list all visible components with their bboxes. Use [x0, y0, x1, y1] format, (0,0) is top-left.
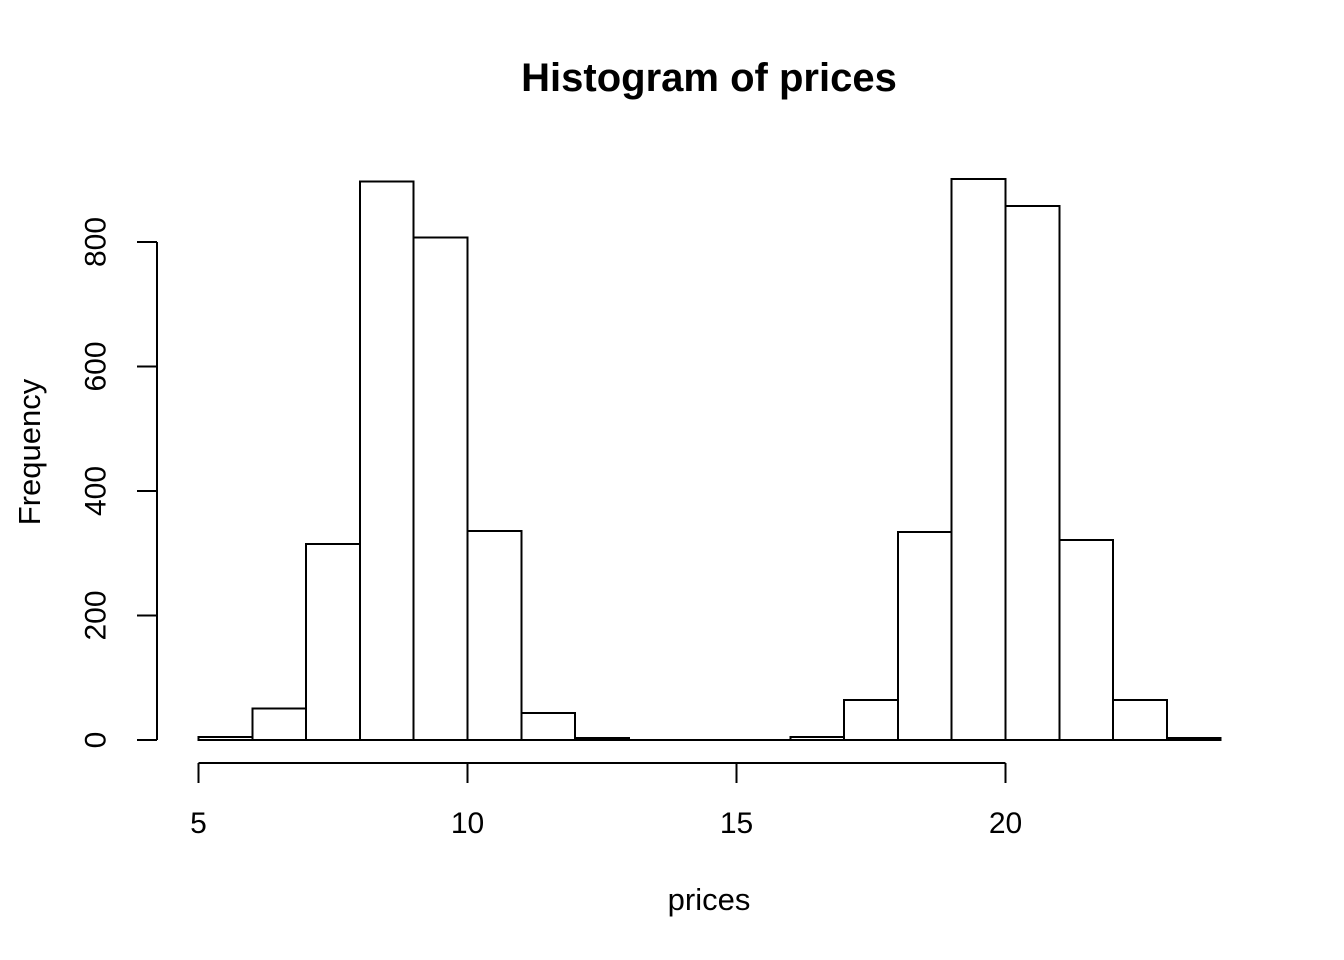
histogram-bar [466, 529, 523, 742]
histogram-bar [1165, 737, 1222, 742]
y-tick-label: 0 [80, 732, 113, 749]
y-tick-label: 600 [80, 341, 113, 391]
y-axis-label: Frequency [12, 378, 47, 526]
histogram-bar [358, 180, 415, 741]
x-axis-label: prices [667, 882, 751, 917]
histogram-bar [1004, 204, 1061, 741]
y-tick-label: 400 [80, 466, 113, 516]
histogram-bar [412, 236, 469, 742]
x-tick-label: 5 [190, 807, 207, 840]
chart-title: Histogram of prices [521, 56, 897, 100]
x-tick-label: 20 [989, 807, 1022, 840]
x-tick-label: 10 [451, 807, 484, 840]
y-tick-label: 800 [80, 217, 113, 267]
histogram-bar [1112, 699, 1168, 741]
histogram-bar [574, 737, 630, 742]
histogram-bar [896, 531, 953, 742]
histogram-bar [305, 542, 361, 741]
histogram-bar [197, 735, 254, 742]
histogram-bar [1058, 539, 1115, 741]
y-tick-label: 200 [80, 590, 113, 640]
histogram-bar [950, 178, 1007, 741]
x-tick-label: 15 [720, 807, 753, 840]
histogram-bar [251, 707, 308, 742]
histogram-bar [520, 712, 577, 741]
histogram-bar [789, 735, 846, 742]
histogram-bar [843, 699, 899, 741]
